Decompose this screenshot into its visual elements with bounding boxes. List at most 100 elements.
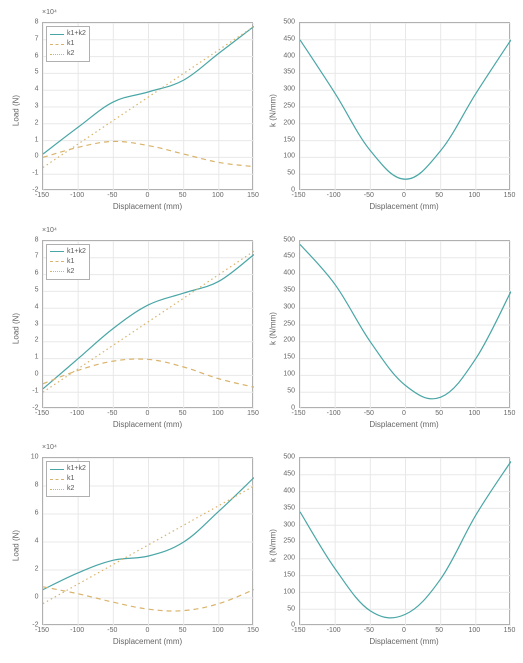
xtick-label: 0 [146, 192, 150, 199]
ytick-label: 50 [287, 605, 295, 612]
xtick-label: 50 [435, 410, 443, 417]
ytick-label: 500 [283, 236, 295, 243]
xtick-label: -100 [327, 192, 341, 199]
ytick-label: 150 [283, 354, 295, 361]
exponent-label: ×10⁴ [42, 227, 57, 234]
ytick-label: 8 [35, 19, 39, 26]
xtick-label: -100 [70, 192, 84, 199]
ytick-label: 2 [35, 566, 39, 573]
ytick-label: -2 [32, 622, 38, 629]
plot-area [299, 22, 510, 190]
ytick-label: 350 [283, 69, 295, 76]
xtick-label: -100 [327, 410, 341, 417]
ytick-label: 150 [283, 571, 295, 578]
xtick-label: -50 [364, 192, 374, 199]
xtick-label: 150 [504, 410, 516, 417]
ytick-label: 6 [35, 510, 39, 517]
panel-stiff-row1: -150-100-5005010015005010015020025030035… [265, 8, 516, 220]
ytick-label: 3 [35, 103, 39, 110]
ytick-label: 450 [283, 35, 295, 42]
ytick-label: 100 [283, 588, 295, 595]
xtick-label: -100 [70, 627, 84, 634]
xtick-label: 0 [402, 627, 406, 634]
legend-item-k2: k2 [50, 267, 86, 277]
ylabel: k (N/mm) [268, 529, 277, 562]
legend-swatch [50, 489, 64, 490]
legend-swatch [50, 34, 64, 35]
ytick-label: 0 [35, 371, 39, 378]
xtick-label: 150 [247, 192, 259, 199]
ytick-label: 50 [287, 170, 295, 177]
ytick-label: 500 [283, 19, 295, 26]
legend-item-k2: k2 [50, 49, 86, 59]
ytick-label: 250 [283, 320, 295, 327]
ylabel: Load (N) [12, 313, 21, 344]
ytick-label: -2 [32, 187, 38, 194]
panel-load-row1: -150-100-50050100150-2-1012345678Displac… [8, 8, 259, 220]
legend-item-k1: k1 [50, 257, 86, 267]
legend-label: k2 [67, 267, 74, 277]
plot-area [299, 457, 510, 625]
ytick-label: 450 [283, 253, 295, 260]
panel-load-row2: -150-100-50050100150-2-1012345678Displac… [8, 226, 259, 438]
chart-grid: -150-100-50050100150-2-1012345678Displac… [8, 8, 515, 655]
panel-stiff-row3: -150-100-5005010015005010015020025030035… [265, 443, 516, 655]
ylabel: Load (N) [12, 95, 21, 126]
ytick-label: 0 [35, 594, 39, 601]
ytick-label: 6 [35, 270, 39, 277]
legend-label: k1 [67, 474, 74, 484]
plot-area [299, 240, 510, 408]
xtick-label: 100 [468, 192, 480, 199]
legend-label: k1 [67, 257, 74, 267]
ytick-label: 200 [283, 555, 295, 562]
ytick-label: 4 [35, 303, 39, 310]
xtick-label: 150 [247, 410, 259, 417]
legend-label: k1+k2 [67, 247, 86, 257]
ytick-label: 7 [35, 253, 39, 260]
legend-label: k2 [67, 49, 74, 59]
xtick-label: 50 [435, 192, 443, 199]
ytick-label: 300 [283, 86, 295, 93]
ytick-label: 2 [35, 337, 39, 344]
legend-label: k1+k2 [67, 464, 86, 474]
exponent-label: ×10⁴ [42, 9, 57, 16]
legend-label: k1+k2 [67, 29, 86, 39]
legend: k1+k2k1k2 [46, 461, 90, 497]
ytick-label: 10 [31, 454, 39, 461]
xtick-label: -50 [107, 410, 117, 417]
plot-svg [300, 241, 511, 409]
ytick-label: 0 [35, 153, 39, 160]
plot-svg [300, 458, 511, 626]
xtick-label: 0 [402, 410, 406, 417]
legend: k1+k2k1k2 [46, 26, 90, 62]
xtick-label: -50 [107, 627, 117, 634]
ytick-label: 4 [35, 86, 39, 93]
ylabel: Load (N) [12, 530, 21, 561]
xlabel: Displacement (mm) [369, 637, 438, 646]
ytick-label: 100 [283, 371, 295, 378]
ylabel: k (N/mm) [268, 312, 277, 345]
legend-item-k1: k1 [50, 474, 86, 484]
ytick-label: 8 [35, 236, 39, 243]
plot-svg [300, 23, 511, 191]
xlabel: Displacement (mm) [113, 637, 182, 646]
xtick-label: 100 [212, 192, 224, 199]
legend-item-k1k2: k1+k2 [50, 464, 86, 474]
ytick-label: 4 [35, 538, 39, 545]
xtick-label: 100 [212, 410, 224, 417]
xtick-label: 50 [435, 627, 443, 634]
ytick-label: 5 [35, 69, 39, 76]
xtick-label: 0 [146, 627, 150, 634]
xtick-label: 100 [212, 627, 224, 634]
ytick-label: -1 [32, 387, 38, 394]
ytick-label: 0 [291, 622, 295, 629]
legend-item-k1k2: k1+k2 [50, 29, 86, 39]
xtick-label: 50 [179, 192, 187, 199]
xtick-label: -50 [364, 410, 374, 417]
xlabel: Displacement (mm) [369, 420, 438, 429]
ytick-label: 250 [283, 103, 295, 110]
xtick-label: 150 [504, 627, 516, 634]
legend-item-k1: k1 [50, 39, 86, 49]
ytick-label: 350 [283, 287, 295, 294]
ytick-label: 300 [283, 303, 295, 310]
